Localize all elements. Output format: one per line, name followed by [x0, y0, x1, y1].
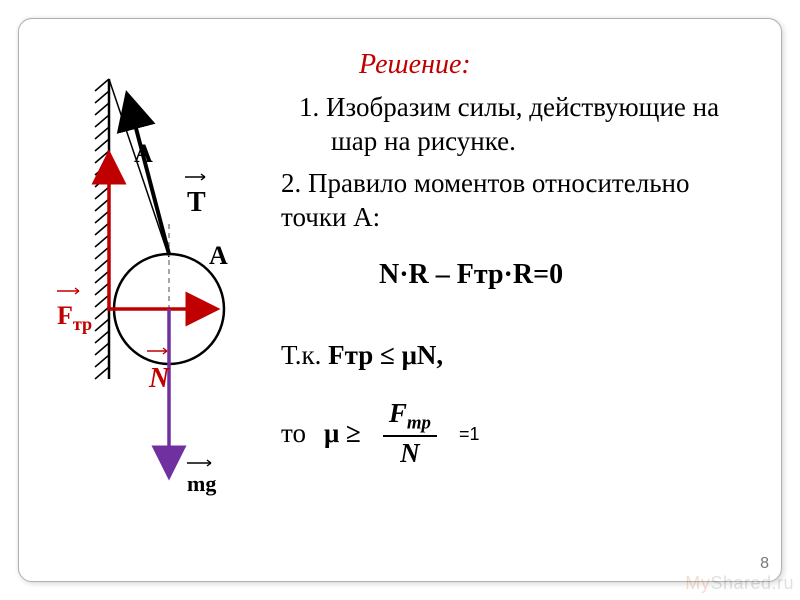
step1-line1: 1. Изобразим силы, действующие на: [299, 91, 719, 125]
result-fraction: Fтр N: [383, 397, 437, 471]
label-Ftr-sub: тр: [73, 314, 92, 334]
result-equals-one: =1: [459, 423, 480, 446]
vector-overarrow-T: [185, 174, 205, 180]
slide-frame: Решение: 1. Изобразим силы, действующие …: [18, 18, 782, 582]
watermark-suffix: Shared.ru: [710, 573, 794, 593]
label-mg: mg: [187, 471, 216, 497]
force-T: [127, 94, 169, 254]
frac-numerator: Fтр: [383, 397, 437, 437]
step1-line2: шар на рисунке.: [331, 125, 516, 159]
step2-line1: 2. Правило моментов относительно: [281, 167, 689, 201]
result-line: то μ ≥ Fтр N =1: [281, 397, 480, 471]
friction-line: Т.к. Fтр ≤ μN,: [281, 339, 443, 373]
label-Ftr: Fтр: [57, 301, 92, 335]
wall-hatching: [95, 79, 109, 379]
frac-denominator: N: [383, 437, 437, 471]
moment-equation: N·R – Fтр·R=0: [379, 259, 563, 291]
vector-overarrow-mg: [187, 460, 211, 466]
label-Ftr-F: F: [57, 301, 73, 330]
friction-bold: Fтр ≤ μN,: [328, 340, 443, 370]
solution-title: Решение:: [359, 49, 471, 81]
label-A-mid: А: [209, 241, 228, 271]
label-N: N: [149, 363, 169, 395]
watermark: МуShared.ru: [685, 573, 794, 594]
page-number: 8: [760, 555, 769, 573]
watermark-prefix: Му: [685, 573, 710, 593]
physics-diagram: [49, 79, 299, 509]
result-mu: μ ≥: [324, 417, 361, 451]
label-T: T: [187, 187, 206, 219]
label-A-top: А: [134, 139, 153, 169]
